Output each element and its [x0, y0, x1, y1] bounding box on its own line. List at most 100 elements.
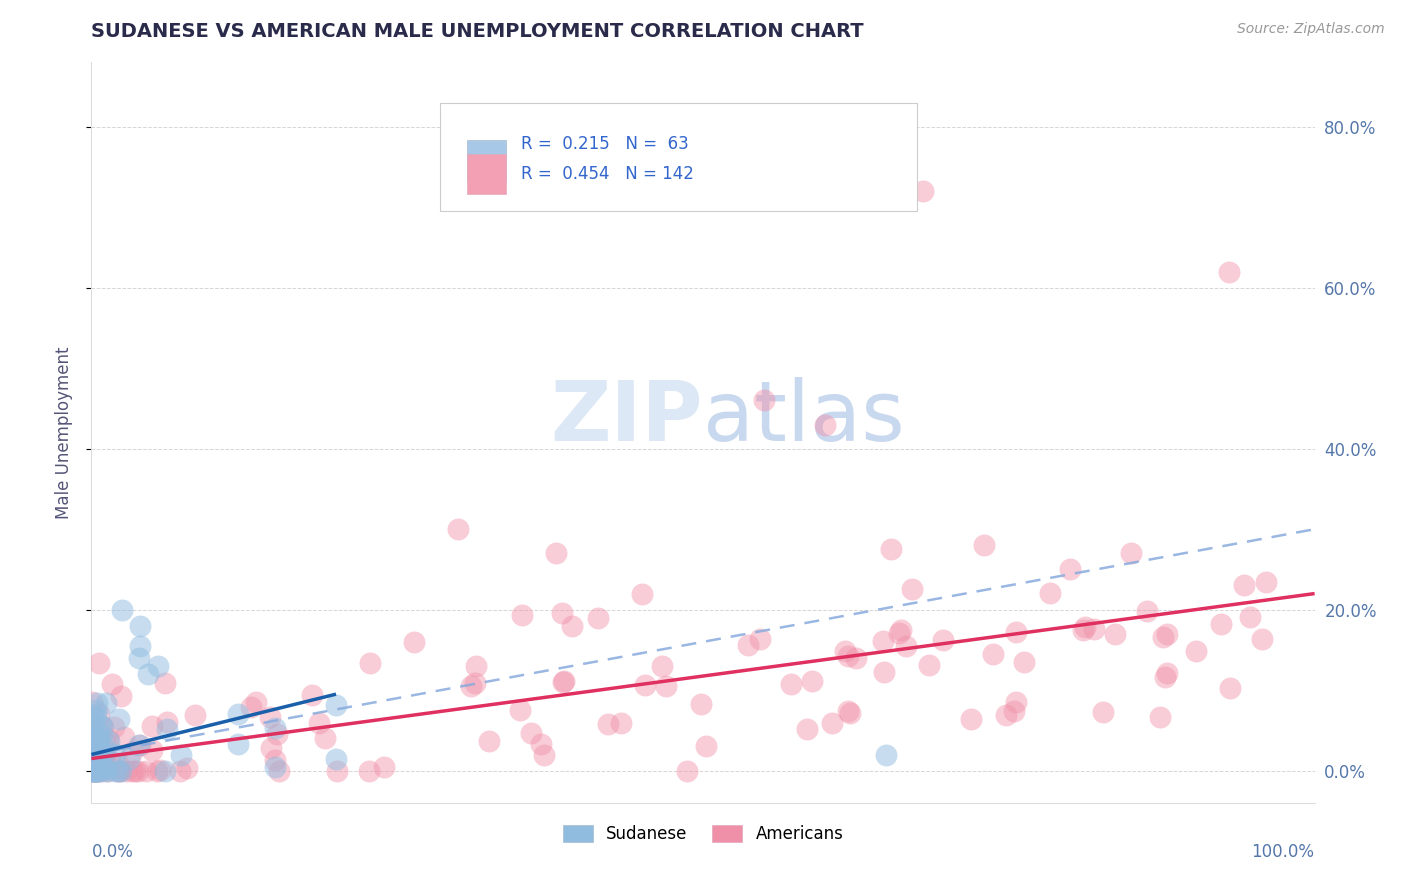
Point	[634, 678, 657, 692]
Point	[873, 665, 896, 679]
Point	[872, 634, 894, 648]
Point	[983, 648, 1005, 662]
Point	[83, 764, 105, 778]
Point	[308, 716, 330, 731]
Point	[83, 731, 105, 746]
Point	[80, 696, 103, 710]
Point	[184, 708, 207, 723]
Point	[145, 764, 167, 778]
Point	[82, 764, 104, 778]
Legend: Sudanese, Americans: Sudanese, Americans	[555, 819, 851, 850]
Point	[89, 764, 111, 778]
Point	[837, 704, 859, 718]
Point	[82, 708, 104, 723]
Point	[89, 707, 111, 722]
Point	[226, 737, 249, 751]
Point	[141, 743, 163, 757]
Point	[110, 689, 132, 703]
Point	[260, 740, 283, 755]
Point	[83, 760, 105, 774]
Point	[1002, 705, 1025, 719]
Point	[1104, 626, 1126, 640]
Point	[83, 716, 105, 731]
Point	[912, 184, 935, 198]
Point	[101, 677, 124, 691]
Bar	[467, 153, 506, 194]
Point	[176, 761, 198, 775]
Point	[80, 758, 103, 772]
Point	[875, 747, 898, 762]
Point	[357, 764, 380, 778]
Point	[149, 763, 172, 777]
Point	[96, 764, 118, 778]
Text: Source: ZipAtlas.com: Source: ZipAtlas.com	[1237, 22, 1385, 37]
Point	[84, 764, 107, 778]
Point	[1184, 643, 1206, 657]
Point	[155, 764, 177, 778]
Point	[127, 764, 149, 778]
Point	[83, 764, 105, 778]
Point	[84, 745, 107, 759]
Point	[880, 542, 903, 557]
Point	[1156, 665, 1178, 680]
Point	[1059, 562, 1081, 576]
Point	[960, 712, 983, 726]
Point	[598, 716, 620, 731]
Point	[89, 731, 111, 746]
Point	[402, 635, 425, 649]
Point	[1074, 620, 1097, 634]
Point	[86, 764, 108, 778]
Point	[121, 764, 143, 778]
Point	[240, 700, 263, 714]
Point	[84, 734, 107, 748]
Point	[112, 730, 135, 744]
Point	[814, 417, 837, 432]
Point	[138, 667, 160, 681]
Point	[1135, 604, 1157, 618]
Point	[1004, 624, 1026, 639]
Point	[110, 764, 132, 778]
Point	[263, 753, 285, 767]
Point	[104, 764, 127, 778]
Point	[631, 586, 654, 600]
Point	[676, 764, 699, 778]
Point	[107, 764, 129, 778]
Text: R =  0.454   N = 142: R = 0.454 N = 142	[520, 165, 693, 183]
Point	[94, 736, 117, 750]
Point	[146, 659, 169, 673]
Point	[97, 732, 120, 747]
Point	[111, 602, 134, 616]
Point	[890, 623, 912, 637]
Text: ZIP: ZIP	[551, 377, 703, 458]
Point	[84, 764, 107, 778]
Point	[97, 764, 120, 778]
Point	[87, 764, 110, 778]
Text: 0.0%: 0.0%	[91, 843, 134, 861]
Point	[800, 674, 823, 689]
Point	[1149, 710, 1171, 724]
Point	[478, 734, 501, 748]
Point	[754, 393, 776, 408]
Point	[1156, 626, 1178, 640]
Point	[91, 752, 114, 766]
Point	[1233, 578, 1256, 592]
Point	[530, 737, 553, 751]
Point	[359, 657, 381, 671]
Point	[821, 715, 844, 730]
Point	[931, 632, 953, 647]
Point	[141, 719, 163, 733]
Point	[96, 746, 118, 760]
Text: 100.0%: 100.0%	[1251, 843, 1315, 861]
Point	[121, 745, 143, 759]
Bar	[467, 140, 506, 181]
Point	[887, 625, 910, 640]
Point	[1121, 546, 1143, 560]
Point	[83, 762, 105, 776]
Point	[1012, 655, 1035, 669]
Point	[894, 639, 917, 653]
Point	[995, 708, 1018, 723]
Point	[325, 698, 347, 712]
Point	[82, 764, 104, 778]
Point	[325, 751, 347, 765]
Point	[170, 747, 193, 762]
